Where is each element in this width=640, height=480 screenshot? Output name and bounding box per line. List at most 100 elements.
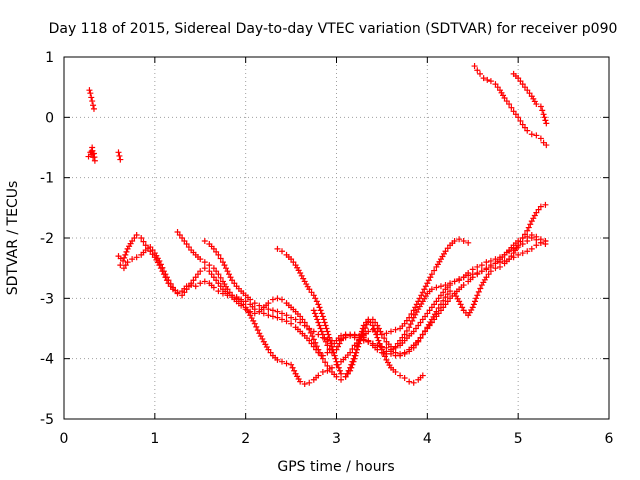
data-point [477,70,484,77]
data-point [328,340,335,347]
data-point [288,361,295,368]
data-point [428,271,435,278]
data-point [123,248,130,255]
data-point [459,304,466,311]
data-point [172,287,179,294]
data-point [162,271,169,278]
data-point [457,301,464,308]
data-point [517,117,524,124]
data-point [401,374,408,381]
data-point [315,349,322,356]
data-point [444,298,451,305]
data-point [254,327,261,334]
data-point [401,331,408,338]
data-point [120,265,127,272]
data-point [231,280,238,287]
data-point [174,228,181,235]
data-point [279,310,285,317]
data-point [358,331,365,338]
data-point [525,224,532,231]
y-tick-label: 0 [45,110,54,126]
data-point [410,328,417,335]
data-point [460,274,467,281]
data-point [314,316,321,323]
data-point [309,333,316,340]
data-point [342,332,349,339]
data-point [354,343,361,350]
x-tick-label: 1 [150,431,159,447]
data-point [416,295,423,302]
data-point [472,298,479,305]
data-point [349,361,356,368]
data-point [428,286,435,293]
data-point [427,274,434,281]
data-point [319,313,326,320]
data-point [451,278,458,285]
data-point [222,265,229,272]
data-point [310,343,317,350]
data-point [279,248,285,255]
data-point [465,272,472,279]
data-point [373,331,380,338]
data-point [238,302,245,309]
data-point [333,346,340,353]
data-point [253,323,260,330]
data-point [133,254,140,261]
data-point [292,316,299,323]
data-point [537,239,544,246]
data-point [325,331,332,338]
data-point [87,90,94,97]
data-point [133,231,140,238]
data-point [378,346,385,353]
data-point [501,257,508,264]
data-point [120,257,127,264]
data-point [406,378,413,385]
data-point [274,245,281,252]
data-point [306,325,313,332]
data-point [543,120,550,127]
data-point [317,307,324,314]
data-point [90,105,97,112]
data-point [456,236,463,243]
x-tick-label: 6 [605,431,614,447]
data-point [403,327,410,334]
data-point [170,284,176,291]
data-point [224,286,231,293]
data-point [542,238,549,245]
data-point [229,292,236,299]
data-point [469,304,476,311]
data-point [422,313,429,320]
data-point [321,335,328,342]
data-point [290,259,297,266]
x-tick-label: 0 [60,431,69,447]
data-point [431,301,438,308]
data-point [165,277,172,284]
data-point [265,346,272,353]
data-point [201,265,208,272]
data-point [437,307,444,314]
data-point [524,248,531,255]
data-point [487,78,494,85]
data-point [310,328,317,335]
data-point [267,349,274,356]
data-point [506,248,513,255]
data-point [315,372,322,379]
data-point [524,127,531,134]
data-point [322,359,329,366]
data-point [213,248,220,255]
data-point [115,149,122,156]
data-point [149,247,156,254]
data-point [122,251,129,258]
data-point [192,274,199,281]
data-point [435,295,442,302]
data-point [533,101,540,108]
data-point [424,280,431,287]
data-point [185,283,192,290]
y-axis-label: SDTVAR / TECUs [5,181,21,296]
x-tick-label: 4 [423,431,432,447]
data-point [215,271,222,278]
data-point [447,288,454,295]
y-tick-label: -2 [40,231,54,247]
data-point [297,319,304,326]
data-point [506,256,513,263]
